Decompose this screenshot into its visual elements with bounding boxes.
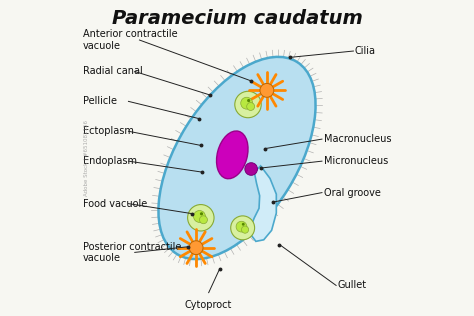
Polygon shape [251, 166, 276, 241]
Text: Radial canal: Radial canal [83, 66, 143, 76]
Text: Paramecium caudatum: Paramecium caudatum [111, 9, 363, 27]
Circle shape [260, 83, 274, 97]
Circle shape [241, 97, 253, 109]
Text: Pellicle: Pellicle [83, 96, 117, 106]
Text: Micronucleus: Micronucleus [324, 156, 388, 166]
Circle shape [188, 204, 214, 231]
Circle shape [189, 241, 203, 255]
Circle shape [200, 216, 208, 224]
Text: Ectoplasm: Ectoplasm [83, 126, 134, 136]
Text: Cilia: Cilia [355, 46, 376, 56]
Circle shape [231, 216, 255, 240]
Text: Endoplasm: Endoplasm [83, 156, 137, 166]
Text: Food vacuole: Food vacuole [83, 199, 147, 209]
Circle shape [246, 102, 255, 111]
Circle shape [200, 212, 203, 216]
Circle shape [193, 210, 205, 222]
Text: Cytoproct: Cytoproct [185, 300, 232, 310]
Ellipse shape [158, 57, 316, 259]
Circle shape [242, 223, 245, 226]
Circle shape [235, 91, 261, 118]
Text: Adobe Stock | #651081156: Adobe Stock | #651081156 [83, 120, 89, 196]
Circle shape [245, 163, 257, 175]
Circle shape [236, 221, 247, 232]
Text: Gullet: Gullet [337, 280, 367, 290]
Text: Anterior contractile
vacuole: Anterior contractile vacuole [83, 29, 177, 51]
Circle shape [241, 226, 249, 233]
Text: Macronucleus: Macronucleus [324, 134, 391, 144]
Text: Posterior contractile
vacuole: Posterior contractile vacuole [83, 242, 181, 263]
Ellipse shape [217, 131, 248, 179]
Text: Oral groove: Oral groove [324, 188, 381, 198]
Circle shape [247, 99, 250, 102]
